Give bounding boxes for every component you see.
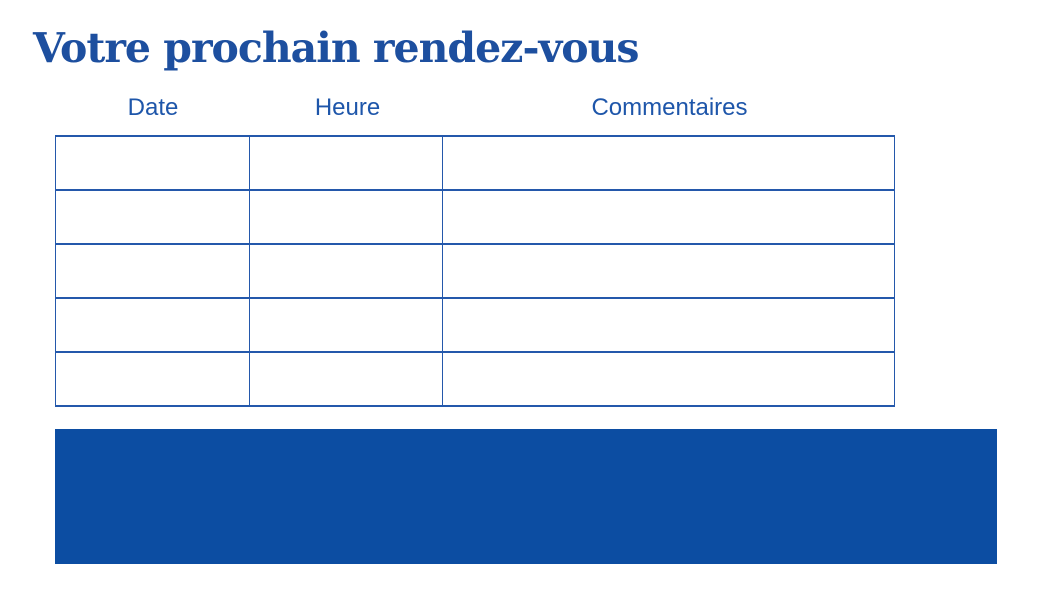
table-cell — [443, 299, 895, 353]
table-cell — [443, 245, 895, 299]
table-cell — [56, 245, 250, 299]
page-title: Votre prochain rendez-vous — [33, 24, 640, 72]
table-cell — [56, 191, 250, 245]
table-cell — [443, 191, 895, 245]
table-cell — [443, 353, 895, 407]
table-cell — [250, 191, 443, 245]
column-header-commentaires: Commentaires — [591, 94, 748, 121]
table-cell — [443, 137, 895, 191]
table-cell — [250, 299, 443, 353]
table-cell — [250, 245, 443, 299]
bottom-banner — [55, 429, 997, 564]
table-cell — [56, 299, 250, 353]
table-cell — [56, 137, 250, 191]
column-header-heure: Heure — [314, 94, 381, 121]
column-header-date: Date — [127, 94, 179, 121]
table-cell — [250, 353, 443, 407]
table-header-row: Date Heure Commentaires — [55, 93, 895, 123]
table-cell — [56, 353, 250, 407]
table-cell — [250, 137, 443, 191]
appointments-table — [55, 135, 895, 407]
